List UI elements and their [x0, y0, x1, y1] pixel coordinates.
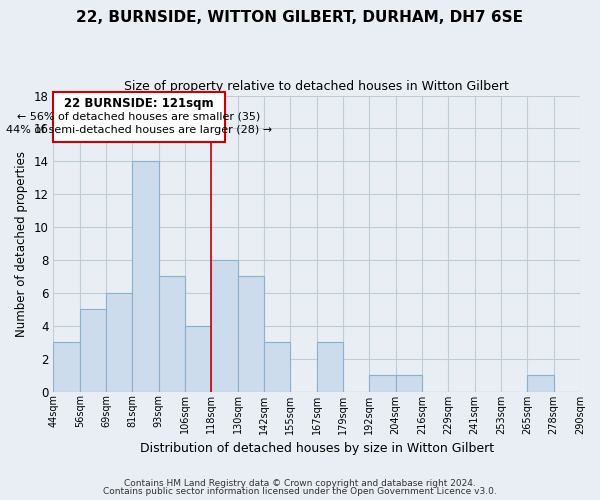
Y-axis label: Number of detached properties: Number of detached properties	[15, 150, 28, 336]
Text: Contains public sector information licensed under the Open Government Licence v3: Contains public sector information licen…	[103, 487, 497, 496]
Text: 44% of semi-detached houses are larger (28) →: 44% of semi-detached houses are larger (…	[6, 125, 272, 135]
Bar	[238, 276, 264, 392]
Bar	[106, 293, 133, 392]
Text: ← 56% of detached houses are smaller (35): ← 56% of detached houses are smaller (35…	[17, 112, 260, 122]
Bar	[527, 375, 554, 392]
X-axis label: Distribution of detached houses by size in Witton Gilbert: Distribution of detached houses by size …	[140, 442, 494, 455]
Title: Size of property relative to detached houses in Witton Gilbert: Size of property relative to detached ho…	[124, 80, 509, 93]
Bar	[53, 342, 80, 392]
Text: Contains HM Land Registry data © Crown copyright and database right 2024.: Contains HM Land Registry data © Crown c…	[124, 478, 476, 488]
Bar	[211, 260, 238, 392]
Text: 22 BURNSIDE: 121sqm: 22 BURNSIDE: 121sqm	[64, 97, 214, 110]
FancyBboxPatch shape	[53, 92, 224, 142]
Bar	[159, 276, 185, 392]
Bar	[80, 310, 106, 392]
Bar	[317, 342, 343, 392]
Text: 22, BURNSIDE, WITTON GILBERT, DURHAM, DH7 6SE: 22, BURNSIDE, WITTON GILBERT, DURHAM, DH…	[77, 10, 523, 25]
Bar	[370, 375, 395, 392]
Bar	[185, 326, 211, 392]
Bar	[133, 162, 159, 392]
Bar	[395, 375, 422, 392]
Bar	[264, 342, 290, 392]
